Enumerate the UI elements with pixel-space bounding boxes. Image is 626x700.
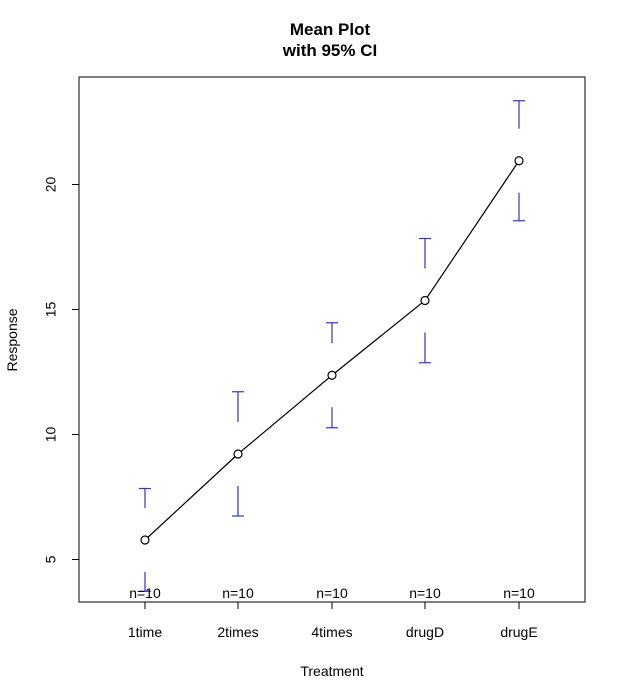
x-tick-label: 2times: [217, 624, 258, 640]
y-tick-label: 5: [43, 555, 59, 563]
n-label: n=10: [409, 585, 441, 601]
y-tick-label: 10: [43, 427, 59, 443]
mean-line: [144, 160, 520, 541]
chart-subtitle: with 95% CI: [282, 41, 377, 60]
mean-point: [327, 370, 337, 380]
n-label: n=10: [129, 585, 161, 601]
mean-point: [233, 449, 243, 459]
mean-point: [420, 295, 430, 306]
n-label: n=10: [316, 585, 348, 601]
x-tick-label: drugE: [500, 624, 537, 640]
y-tick-label: 20: [43, 177, 59, 193]
chart-marks: 5 10 15 20 1time 2times 4times drugD drugE n=10 n=…: [43, 100, 538, 640]
mean-point: [140, 535, 150, 545]
x-tick-label: 4times: [311, 624, 352, 640]
n-label: n=10: [503, 585, 535, 601]
chart-title: Mean Plot: [290, 20, 371, 39]
n-label: n=10: [222, 585, 254, 601]
x-axis-label: Treatment: [300, 663, 363, 679]
y-axis-label: Response: [4, 308, 20, 371]
mean-point: [514, 156, 524, 166]
y-tick-label: 15: [43, 302, 59, 318]
x-tick-label: 1time: [128, 624, 162, 640]
x-tick-label: drugD: [406, 624, 444, 640]
